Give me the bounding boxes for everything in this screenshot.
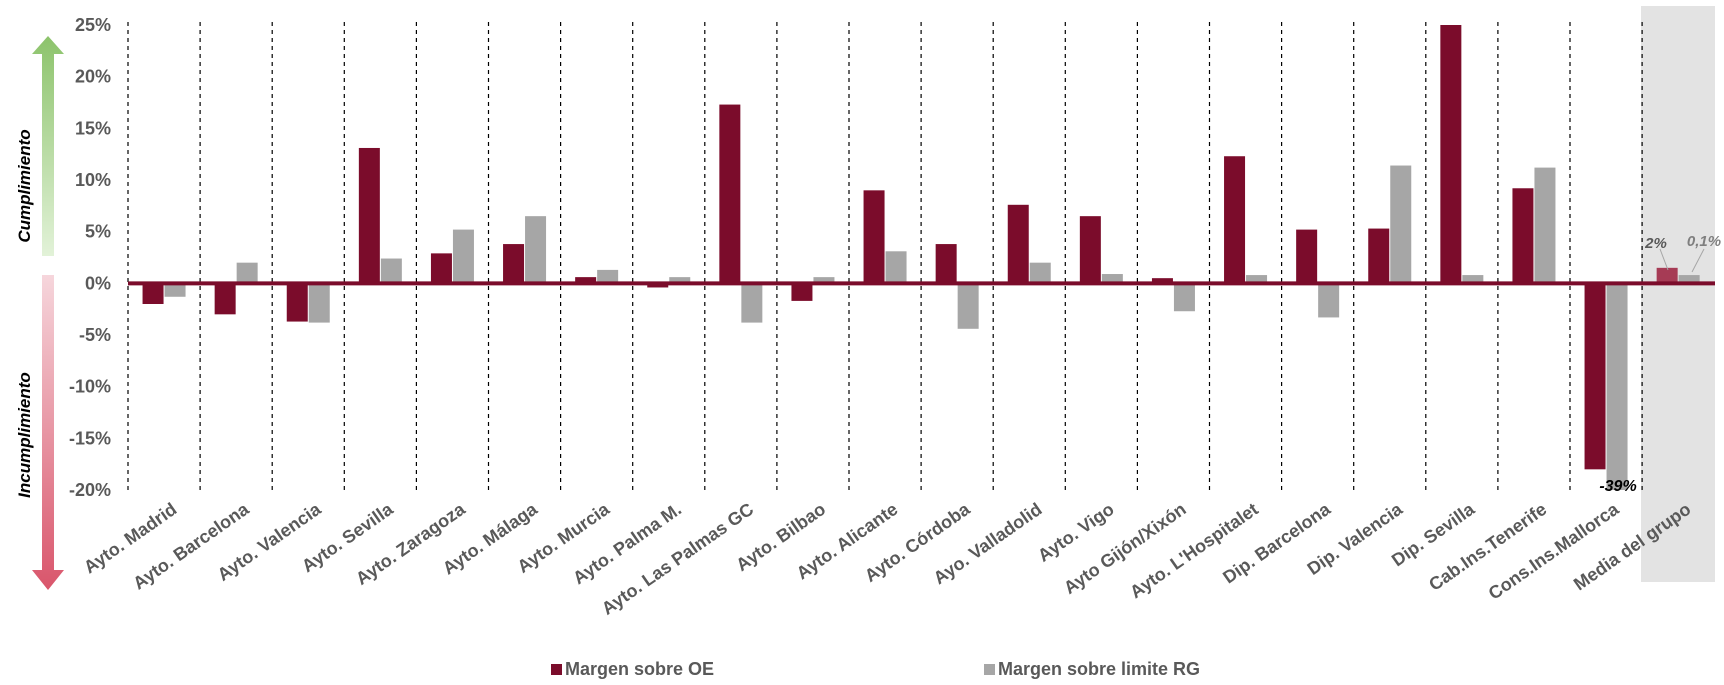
- data-label-mallorca-rg: -39%: [1599, 478, 1636, 495]
- bar-margen-rg: [1462, 275, 1484, 284]
- bar-margen-rg: [1678, 275, 1700, 284]
- y-tick-label: -10%: [69, 377, 111, 397]
- bar-margen-rg: [957, 283, 979, 329]
- bar-margen-rg: [1318, 283, 1340, 318]
- bar-margen-oe: [430, 253, 452, 284]
- y-tick-label: -5%: [79, 325, 111, 345]
- bar-margen-rg: [1029, 262, 1051, 284]
- bar-margen-oe: [214, 283, 236, 315]
- y-tick-label: -20%: [69, 480, 111, 500]
- side-arrow-up: [32, 36, 64, 256]
- bar-margen-oe: [142, 283, 164, 304]
- bar-margen-oe: [1079, 216, 1101, 284]
- bar-margen-oe: [1007, 204, 1029, 284]
- y-tick-label: -15%: [69, 428, 111, 448]
- side-arrow-down: [32, 275, 64, 590]
- bar-margen-oe: [575, 277, 597, 284]
- bar-margen-rg: [597, 269, 619, 284]
- bar-margen-rg: [452, 229, 474, 284]
- bar-margen-oe: [503, 244, 525, 284]
- bar-margen-oe: [1296, 229, 1318, 284]
- y-tick-label: 0%: [85, 273, 111, 293]
- bar-margen-rg: [525, 216, 547, 284]
- bar-margen-rg: [1173, 283, 1195, 312]
- bar-margen-oe: [1224, 156, 1246, 284]
- bar-margen-oe: [1368, 228, 1390, 284]
- bar-margen-oe: [1584, 283, 1606, 470]
- highlight-band: [1641, 6, 1715, 582]
- bar-margen-rg: [308, 283, 330, 323]
- y-tick-label: 10%: [75, 170, 111, 190]
- bar-margen-rg: [1246, 275, 1268, 284]
- bar-margen-oe: [935, 244, 957, 284]
- bar-margen-oe: [358, 147, 380, 284]
- bar-margen-oe: [719, 104, 741, 284]
- y-tick-label: 15%: [75, 118, 111, 138]
- bar-margen-rg: [741, 283, 763, 323]
- side-label-top: Cumplimiento: [15, 129, 34, 242]
- bar-margen-oe: [863, 190, 885, 284]
- y-axis-ticks: 25% 20% 15% 10% 5% 0% -5% -10% -15% -20%: [69, 15, 111, 500]
- data-label-annotations: 2% 0,1% -39%: [1599, 233, 1721, 495]
- bar-margen-oe: [647, 283, 669, 288]
- bar-margen-rg: [236, 262, 258, 284]
- bar-margen-oe: [1656, 267, 1678, 284]
- bar-margen-rg: [669, 277, 691, 284]
- y-tick-label: 20%: [75, 67, 111, 87]
- bar-margen-oe: [286, 283, 308, 322]
- leader-line-media-oe: [1659, 248, 1669, 271]
- bar-margen-oe: [791, 283, 813, 301]
- bar-margen-rg: [380, 258, 402, 284]
- side-label-bottom: Incumplimiento: [15, 372, 34, 498]
- y-tick-label: 25%: [75, 15, 111, 35]
- legend-swatch-rg: [984, 664, 995, 675]
- data-label-media-oe: 2%: [1644, 235, 1667, 252]
- bar-margen-rg: [813, 277, 835, 284]
- bar-margen-rg: [1534, 167, 1556, 284]
- bar-margen-rg: [1606, 283, 1628, 490]
- bars: [142, 25, 1700, 490]
- data-label-media-rg: 0,1%: [1687, 233, 1721, 250]
- legend-label-oe: Margen sobre OE: [565, 659, 714, 679]
- x-tick-label: Cons.Ins.Mallorca: [1485, 498, 1623, 603]
- bar-margen-oe: [1151, 278, 1173, 284]
- bar-margen-rg: [1101, 274, 1123, 284]
- bar-margen-rg: [164, 283, 186, 297]
- legend: Margen sobre OE Margen sobre limite RG: [551, 659, 1200, 679]
- legend-label-rg: Margen sobre limite RG: [998, 659, 1200, 679]
- bar-margen-oe: [1440, 25, 1462, 284]
- x-tick-label: Ayto Gijón/Xixón: [1060, 499, 1190, 598]
- bar-margen-rg: [885, 251, 907, 284]
- legend-swatch-oe: [551, 664, 562, 675]
- y-tick-label: 5%: [85, 222, 111, 242]
- separators: [127, 22, 1643, 490]
- bar-margen-rg: [1390, 165, 1412, 284]
- bar-margen-oe: [1512, 188, 1534, 284]
- leader-line-media-rg: [1691, 248, 1705, 273]
- x-tick-label: Ayto. L'Hospitalet: [1126, 499, 1262, 602]
- x-tick-label: Cab.Ins.Tenerife: [1425, 499, 1550, 595]
